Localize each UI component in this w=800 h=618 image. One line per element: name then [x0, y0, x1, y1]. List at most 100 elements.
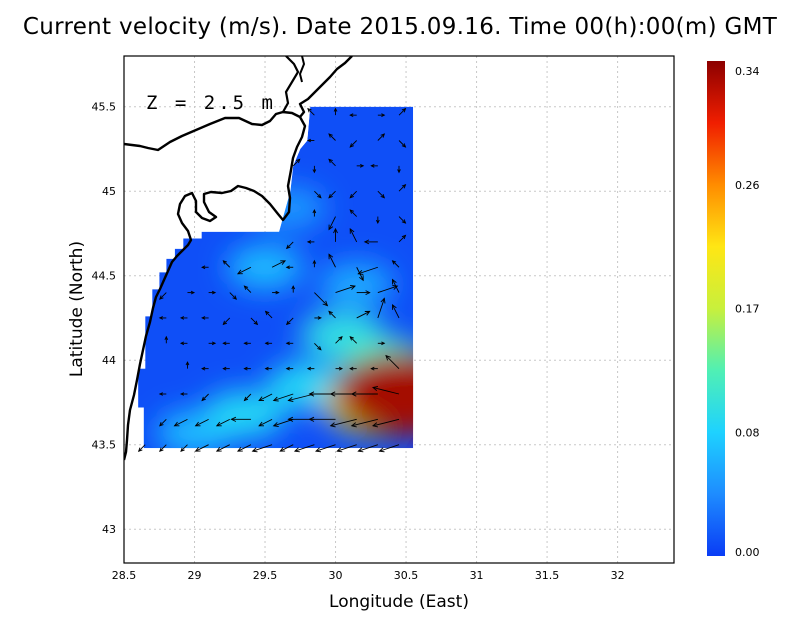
current-vector: [372, 418, 400, 428]
current-vector: [350, 418, 378, 428]
x-tick-label: 31: [470, 569, 484, 582]
current-vector: [236, 444, 252, 452]
current-vector: [357, 266, 378, 275]
current-vector: [185, 361, 190, 369]
x-tick-label: 28.5: [112, 569, 137, 582]
current-vector: [391, 260, 400, 268]
current-vectors: [137, 107, 407, 453]
current-vector: [179, 392, 188, 396]
chart-title: Current velocity (m/s). Date 2015.09.16.…: [22, 14, 778, 40]
current-vector: [349, 209, 358, 217]
current-vector: [306, 240, 315, 244]
current-vector: [229, 292, 238, 300]
x-tick-label: 29.5: [253, 569, 278, 582]
current-vector: [350, 391, 378, 397]
current-vector: [371, 386, 400, 395]
x-tick-label: 31.5: [535, 569, 560, 582]
current-vector: [398, 107, 407, 116]
current-vector: [293, 444, 315, 453]
current-vector: [377, 341, 386, 346]
plot-frame: [123, 55, 675, 564]
current-vector: [158, 392, 167, 396]
x-axis-label: Longitude (East): [329, 592, 469, 612]
coastline-lake: [282, 56, 300, 113]
current-vector: [201, 316, 209, 320]
current-vector: [291, 285, 296, 293]
current-vector: [363, 239, 378, 245]
current-vector: [158, 316, 167, 320]
current-vector: [335, 336, 343, 344]
current-vector: [215, 444, 230, 452]
current-vector: [285, 241, 294, 250]
y-tick-label: 44.5: [92, 270, 117, 283]
colorbar: 0.00 0.08 0.17 0.26 0.34: [707, 61, 760, 559]
current-vector: [243, 366, 251, 371]
y-tick-label: 45: [102, 185, 116, 198]
current-vector: [397, 165, 401, 174]
current-vector: [398, 234, 407, 243]
y-tick-label: 43: [102, 523, 116, 536]
current-vector: [292, 158, 301, 167]
current-vector: [264, 341, 273, 346]
current-vector: [356, 163, 365, 168]
current-vector: [328, 253, 336, 268]
coastline-mainland: [124, 110, 307, 461]
current-vector: [285, 341, 294, 346]
current-vector: [271, 260, 287, 268]
current-vector: [329, 418, 357, 428]
current-vector: [349, 227, 358, 243]
current-vector: [349, 190, 358, 199]
current-vector: [333, 107, 338, 116]
current-vector: [356, 290, 371, 296]
speed-hotspot: [333, 352, 414, 436]
current-vector: [377, 113, 386, 117]
current-vector: [349, 366, 357, 371]
current-vector: [312, 165, 317, 174]
current-vector: [385, 354, 400, 369]
current-vector: [328, 216, 336, 231]
current-vector: [378, 444, 400, 453]
current-vector: [159, 444, 167, 452]
current-vector: [201, 393, 209, 402]
coastline-north: [298, 56, 353, 118]
current-vector: [187, 290, 196, 295]
current-vector: [308, 416, 336, 422]
current-vector: [264, 310, 273, 319]
current-vector: [328, 310, 336, 319]
y-tick-label: 43.5: [92, 439, 117, 452]
current-vector: [137, 444, 146, 452]
current-vector: [314, 316, 322, 320]
current-vector: [328, 133, 336, 141]
current-vector: [349, 113, 357, 118]
current-vector: [243, 285, 252, 293]
current-vector: [222, 341, 230, 346]
current-vector: [173, 418, 188, 427]
speed-shading: [156, 186, 414, 449]
depth-label: Z = 2.5 m: [146, 92, 276, 114]
current-vector: [333, 227, 338, 242]
current-vector: [208, 341, 217, 346]
current-vector: [312, 208, 317, 217]
current-vector: [398, 183, 407, 192]
speed-hotspot: [226, 244, 304, 290]
current-vector: [377, 190, 386, 199]
current-vector: [258, 418, 273, 427]
coastline-lagoon: [298, 56, 306, 83]
velocity-field: [138, 106, 414, 449]
current-vector: [264, 366, 273, 371]
current-vector: [164, 335, 169, 344]
current-vector: [377, 297, 386, 319]
current-vector: [159, 292, 167, 300]
current-vector: [285, 317, 294, 326]
current-vector: [398, 216, 407, 224]
x-tick-label: 30: [329, 569, 343, 582]
current-vector: [230, 416, 251, 422]
current-vector: [243, 341, 251, 346]
coastline: [124, 56, 353, 461]
y-tick-label: 45.5: [92, 101, 117, 114]
current-vector: [222, 317, 231, 326]
current-vector: [215, 418, 230, 427]
colorbar-tick-label: 0.08: [735, 426, 760, 439]
colorbar-tick-label: 0.26: [735, 179, 760, 192]
current-vector: [222, 366, 230, 371]
